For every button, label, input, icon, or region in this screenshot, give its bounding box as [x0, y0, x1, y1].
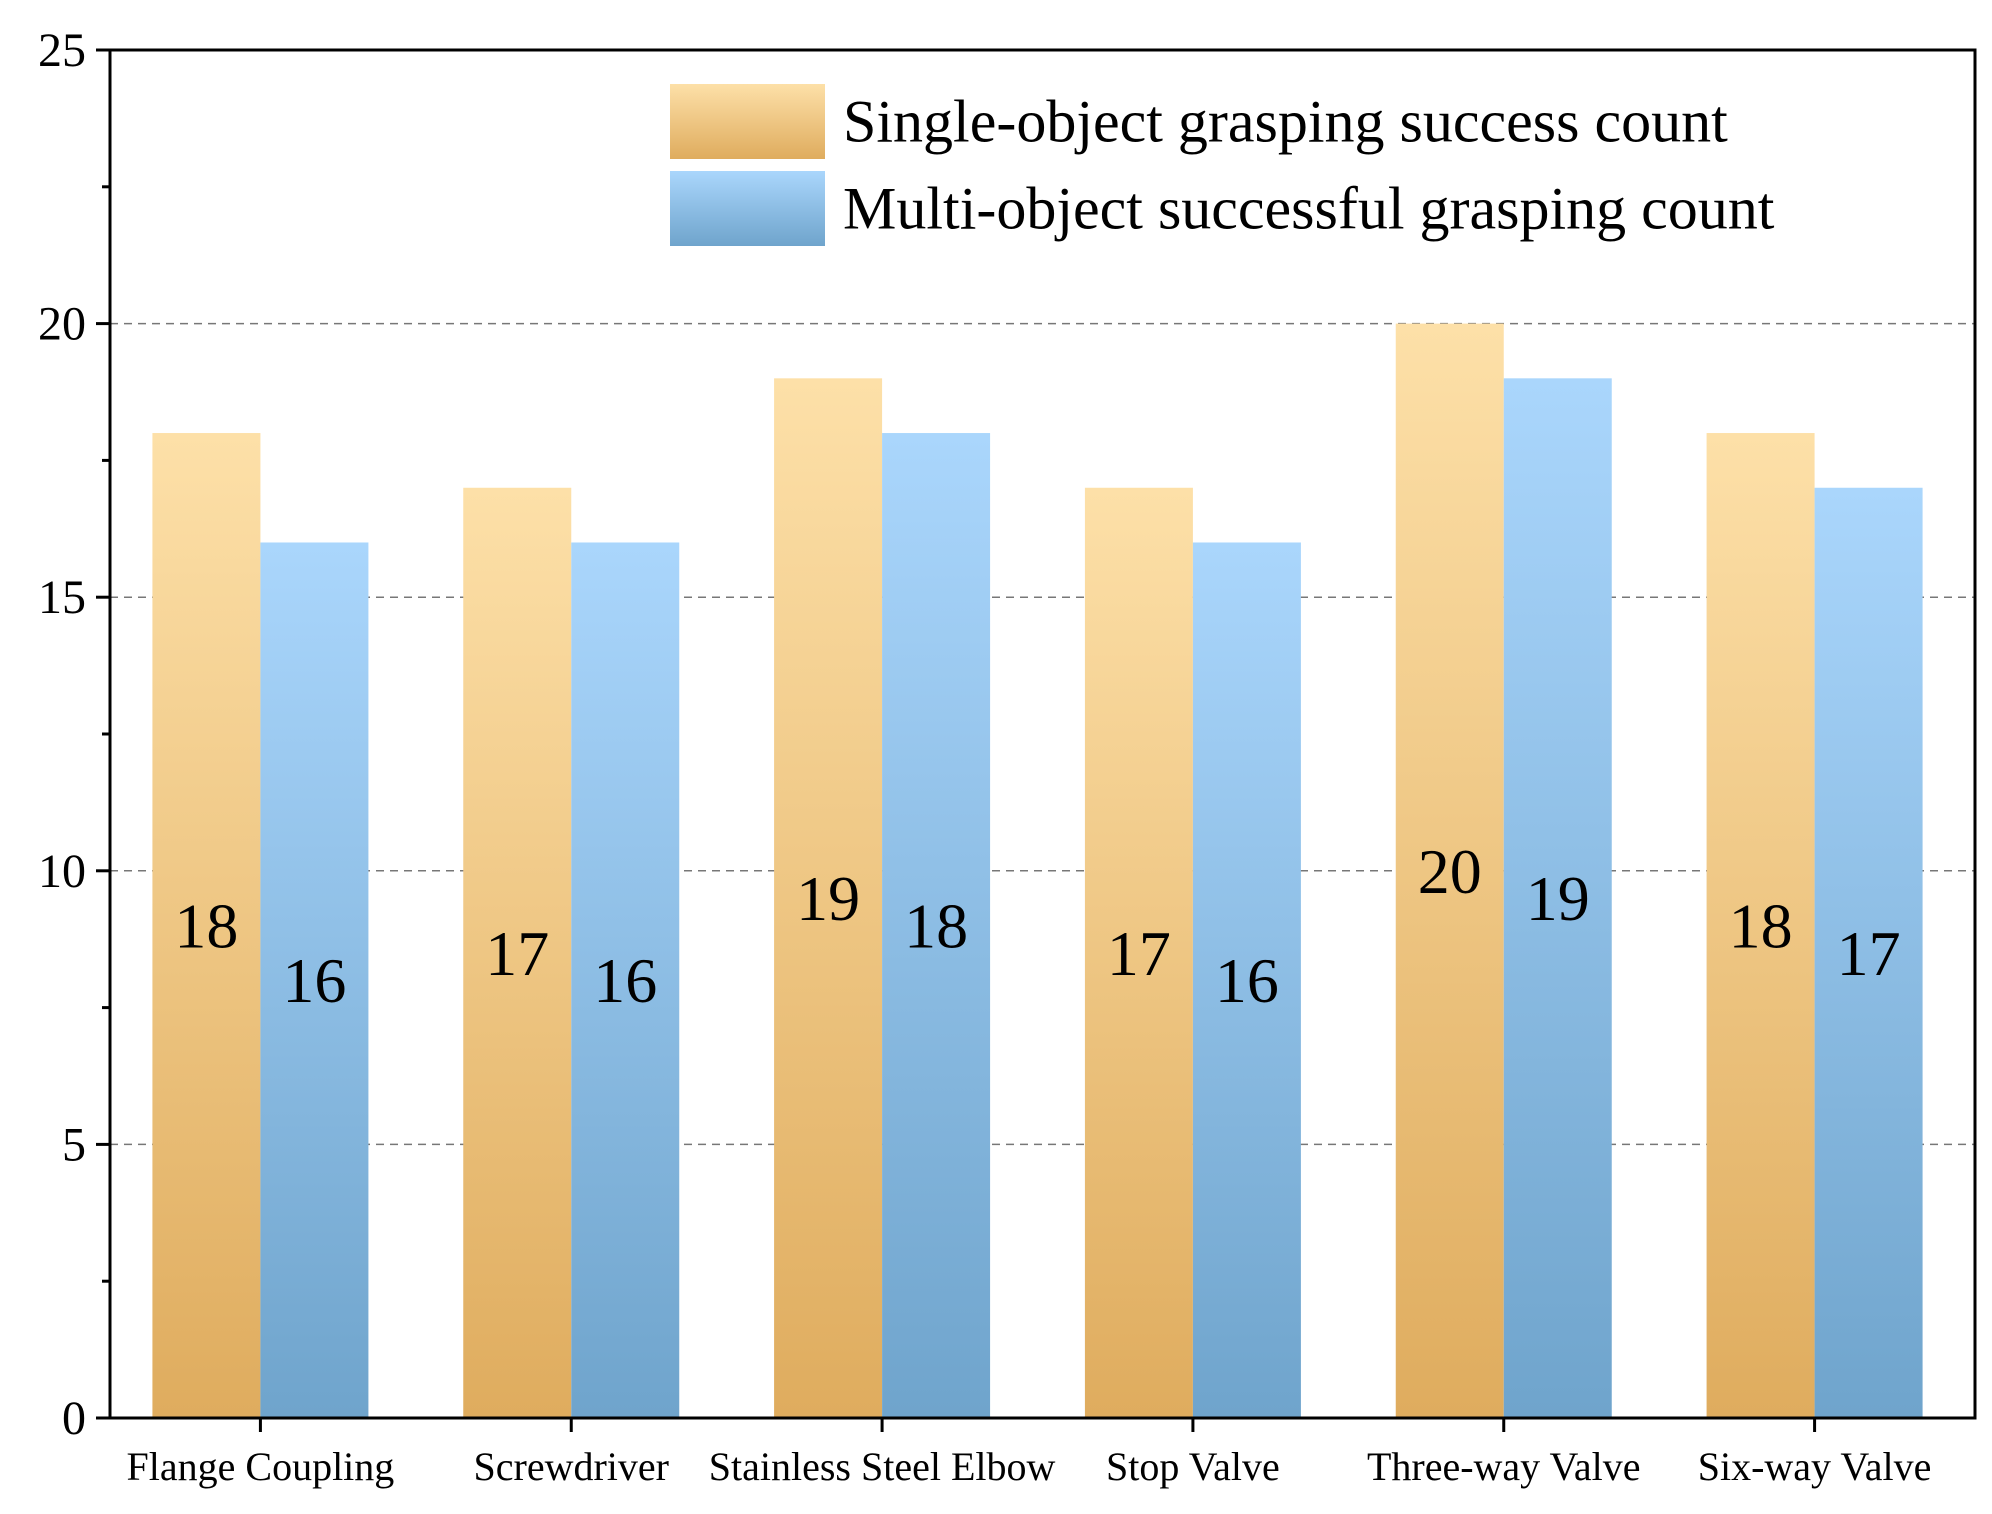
y-tick-label: 5 [62, 1118, 86, 1171]
y-tick-label: 0 [62, 1392, 86, 1445]
y-tick-label: 15 [38, 571, 86, 624]
gridlines [110, 324, 1975, 1145]
data-label: 17 [485, 918, 549, 989]
x-tick-label: Six-way Valve [1698, 1444, 1932, 1489]
data-label: 20 [1418, 836, 1482, 907]
legend-swatch [670, 84, 825, 159]
data-label: 17 [1837, 918, 1901, 989]
x-tick-label: Stop Valve [1106, 1444, 1280, 1489]
data-label: 17 [1107, 918, 1171, 989]
x-tick-label: Screwdriver [474, 1444, 669, 1489]
data-label: 19 [796, 863, 860, 934]
data-label: 18 [1729, 891, 1793, 962]
x-tick-label: Three-way Valve [1367, 1444, 1641, 1489]
data-label: 19 [1526, 863, 1590, 934]
y-tick-label: 25 [38, 24, 86, 77]
legend: Single-object grasping success count Mult… [670, 84, 1775, 246]
y-tick-label: 20 [38, 298, 86, 351]
x-tick-label: Stainless Steel Elbow [709, 1444, 1056, 1489]
data-label: 16 [593, 945, 657, 1016]
legend-label: Single-object grasping success count [843, 89, 1728, 155]
x-tick-label: Flange Coupling [127, 1444, 395, 1489]
data-label: 16 [1215, 945, 1279, 1016]
data-label: 18 [174, 891, 238, 962]
data-label: 16 [282, 945, 346, 1016]
y-tick-label: 10 [38, 845, 86, 898]
plot-frame [110, 50, 1975, 1418]
legend-label: Multi-object successful grasping count [843, 176, 1775, 242]
data-labels: 18 16 17 16 19 18 17 16 20 19 18 17 [174, 836, 1900, 1016]
data-label: 18 [904, 891, 968, 962]
legend-swatch [670, 171, 825, 246]
